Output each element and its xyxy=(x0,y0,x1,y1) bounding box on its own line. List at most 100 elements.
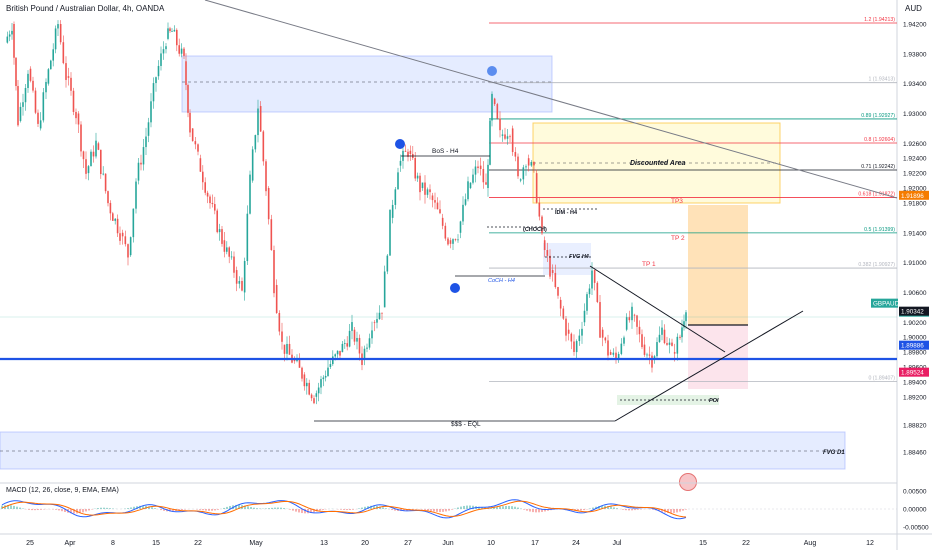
bos-marker[interactable] xyxy=(395,139,405,149)
macd-histogram-bar xyxy=(364,506,366,509)
candle-body xyxy=(625,317,628,330)
candle-body xyxy=(341,343,344,353)
candle-body xyxy=(211,202,214,205)
candle-body xyxy=(278,313,281,332)
candle-body xyxy=(257,108,259,136)
discounted-area-box[interactable] xyxy=(532,122,781,204)
macd-histogram-bar xyxy=(310,509,312,513)
candle-body xyxy=(47,69,50,84)
choch-marker[interactable] xyxy=(450,283,460,293)
major-trendline[interactable] xyxy=(204,0,898,199)
candle-body xyxy=(551,270,554,273)
time-tick-label: 12 xyxy=(866,540,874,547)
macd-histogram-bar xyxy=(10,505,12,509)
swing-high-marker[interactable] xyxy=(487,66,497,76)
candle-body xyxy=(573,341,575,353)
macd-histogram-bar xyxy=(625,509,627,511)
discounted-area-label: Discounted Area xyxy=(630,160,685,167)
candle-body xyxy=(11,30,13,35)
triangle-upper-line[interactable] xyxy=(589,265,726,353)
macd-histogram-bar xyxy=(55,509,57,510)
macd-histogram-bar xyxy=(73,509,75,514)
candle-body xyxy=(633,314,636,316)
target-zone-box[interactable] xyxy=(688,205,748,325)
candle-body xyxy=(653,356,656,360)
price-marker-label: 1.91896 xyxy=(901,193,924,200)
candle-body xyxy=(178,45,180,54)
candle-body xyxy=(549,255,551,277)
candle-body xyxy=(77,113,80,125)
candle-body xyxy=(491,93,493,121)
macd-histogram-bar xyxy=(514,506,516,509)
price-tick-label: 1.92000 xyxy=(903,186,927,193)
candle-body xyxy=(538,202,541,217)
candle-body xyxy=(601,329,604,338)
candle-body xyxy=(246,213,249,262)
fvg-h4-box[interactable] xyxy=(543,243,591,275)
macd-histogram-bar xyxy=(172,509,174,512)
candle-body xyxy=(651,355,653,368)
macd-histogram-bar xyxy=(352,509,354,510)
time-tick-label: 24 xyxy=(572,540,580,547)
price-tick-label: 1.93000 xyxy=(903,111,927,118)
candle-body xyxy=(112,213,114,221)
candle-body xyxy=(557,287,559,296)
candle-body xyxy=(368,338,371,348)
macd-histogram-bar xyxy=(448,509,450,511)
candle-body xyxy=(70,77,72,91)
price-tick-label: 1.88460 xyxy=(903,450,927,457)
macd-tick-label: -0.00500 xyxy=(903,525,929,532)
tradingview-logo-icon[interactable] xyxy=(679,473,697,491)
candle-body xyxy=(685,312,687,322)
macd-histogram-bar xyxy=(370,505,372,509)
macd-histogram-bar xyxy=(394,509,396,511)
macd-histogram-bar xyxy=(301,509,303,514)
candle-body xyxy=(165,46,167,50)
candle-body xyxy=(194,141,197,145)
candle-body xyxy=(67,76,70,78)
candle-body xyxy=(223,240,226,252)
macd-histogram-bar xyxy=(136,506,138,509)
stop-zone-box[interactable] xyxy=(688,325,748,389)
candle-body xyxy=(527,158,530,166)
candle-body xyxy=(327,367,329,376)
candle-body xyxy=(334,354,336,357)
candle-body xyxy=(562,308,565,319)
candle-body xyxy=(265,161,267,192)
candle-body xyxy=(496,104,499,119)
fvg-d1-box[interactable] xyxy=(0,431,846,470)
macd-histogram-bar xyxy=(385,508,387,509)
macd-histogram-bar xyxy=(163,509,165,511)
tp1-label: TP 1 xyxy=(642,261,656,268)
candle-body xyxy=(447,238,449,245)
price-tick-label: 1.93800 xyxy=(903,51,927,58)
candle-body xyxy=(135,181,137,209)
macd-histogram-bar xyxy=(244,505,246,509)
candle-body xyxy=(353,329,356,342)
time-tick-label: 17 xyxy=(531,540,539,547)
macd-histogram-bar xyxy=(436,509,438,512)
macd-tick-label: 0.00500 xyxy=(903,489,927,496)
macd-histogram-bar xyxy=(613,507,615,509)
time-tick-label: 27 xyxy=(404,540,412,547)
time-tick-label: 22 xyxy=(742,540,750,547)
candle-body xyxy=(286,343,288,354)
triangle-lower-line[interactable] xyxy=(614,310,804,422)
candle-body xyxy=(152,83,155,102)
fib-level-label: 0.382 (1.90927) xyxy=(858,262,895,268)
macd-histogram-bar xyxy=(37,509,39,511)
candle-body xyxy=(140,162,142,165)
supply-zone-box[interactable] xyxy=(181,55,553,113)
candle-body xyxy=(167,28,169,39)
macd-histogram-bar xyxy=(265,508,267,509)
candle-body xyxy=(426,189,429,195)
macd-histogram-bar xyxy=(238,504,240,509)
candle-body xyxy=(137,162,140,181)
candle-body xyxy=(459,221,462,233)
macd-histogram-bar xyxy=(622,509,624,510)
candle-body xyxy=(467,181,469,200)
candle-body xyxy=(519,179,522,181)
candle-body xyxy=(72,90,75,112)
candle-body xyxy=(270,219,273,251)
